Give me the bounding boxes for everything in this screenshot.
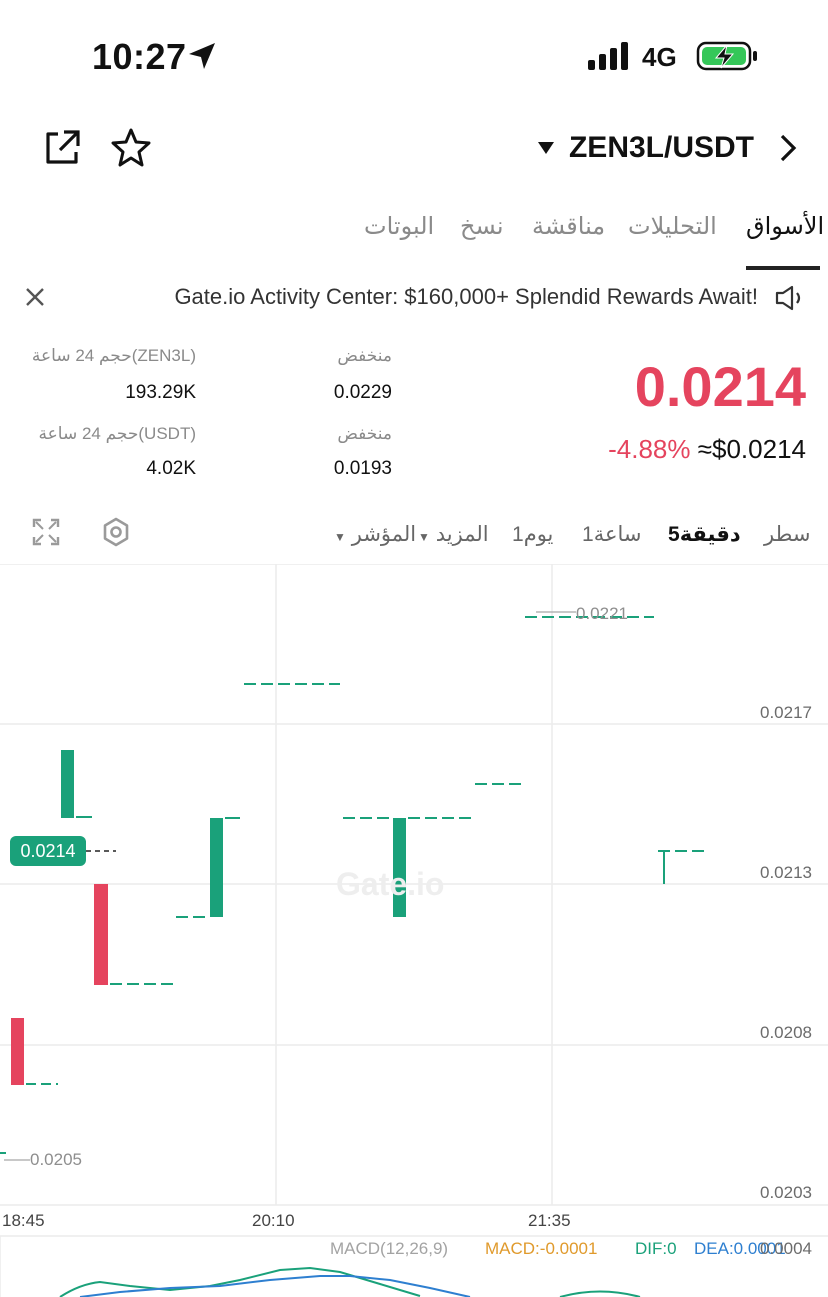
chart-toolbar: ▼ المؤشر ▼ المزيد 1يوم 1ساعة 5دقيقة سطر xyxy=(0,512,828,556)
x-tick-label: 20:10 xyxy=(252,1211,295,1230)
volume-label-base: حجم 24 ساعة(ZEN3L) xyxy=(31,346,196,365)
x-tick-label: 18:45 xyxy=(2,1211,45,1230)
signal-icon xyxy=(588,42,628,70)
caret-down-icon: ▼ xyxy=(418,530,430,544)
dea-value: DEA:0.0001 xyxy=(694,1239,786,1258)
macd-title: MACD(12,26,9) xyxy=(330,1239,449,1258)
nav-bar: ZEN3L/USDT xyxy=(0,118,828,178)
tab-bots[interactable]: البوتات xyxy=(364,213,435,240)
pair-selector[interactable]: ZEN3L/USDT xyxy=(537,128,798,168)
y-tick-label: 0.0213 xyxy=(760,863,812,882)
speaker-icon xyxy=(775,285,801,311)
current-price-tag[interactable]: 0.0214 xyxy=(10,836,86,866)
location-arrow-icon xyxy=(189,43,215,69)
star-icon[interactable] xyxy=(110,126,152,168)
y-tick-label: 0.0217 xyxy=(760,703,812,722)
gate-watermark: Gate.io xyxy=(336,866,445,902)
price-chart[interactable]: Gate.io 0.0214 0.0221 0.0205 0.0217 0.02… xyxy=(0,564,828,1297)
dif-line xyxy=(59,1266,421,1297)
interval-1d[interactable]: 1يوم xyxy=(512,523,554,546)
pair-title: ZEN3L/USDT xyxy=(568,131,754,164)
volume-label-quote: حجم 24 ساعة(USDT) xyxy=(38,424,196,443)
dif-line-2 xyxy=(559,1290,641,1297)
main-tabs: البوتات نسخ مناقشة التحليلات الأسواق xyxy=(0,206,828,272)
macd-axis-label: 0.0004 xyxy=(760,1239,812,1258)
volume-value-base: 193.29K xyxy=(125,382,196,403)
active-tab-indicator xyxy=(746,266,820,270)
x-tick-label: 21:35 xyxy=(528,1211,571,1230)
caret-down-icon: ▼ xyxy=(334,530,346,544)
tab-analysis[interactable]: التحليلات xyxy=(628,213,717,240)
caret-down-icon xyxy=(537,142,554,154)
announcement-banner[interactable]: Gate.io Activity Center: $160,000+ Splen… xyxy=(0,276,828,320)
close-icon[interactable] xyxy=(24,286,46,308)
low-value: 0.0229 xyxy=(333,382,392,403)
y-tick-label: 0.0208 xyxy=(760,1023,812,1042)
candle xyxy=(11,1018,24,1085)
battery-charging-icon xyxy=(696,41,757,71)
line-chart-toggle[interactable]: سطر xyxy=(764,523,811,546)
candle xyxy=(94,884,108,985)
macd-legend: MACD(12,26,9) MACD:-0.0001 DIF:0 DEA:0.0… xyxy=(0,1236,828,1262)
candle xyxy=(210,818,223,917)
dea-line xyxy=(79,1275,471,1297)
candle xyxy=(393,818,406,917)
fullscreen-icon[interactable] xyxy=(32,518,60,546)
candle xyxy=(61,750,74,818)
network-type: 4G xyxy=(642,42,677,72)
tab-markets[interactable]: الأسواق xyxy=(746,213,825,240)
dif-value: DIF:0 xyxy=(635,1239,677,1258)
interval-5m[interactable]: 5دقيقة xyxy=(668,523,741,546)
low-value-2: 0.0193 xyxy=(333,458,392,479)
chart-canvas xyxy=(0,564,828,1297)
low-marker-label: 0.0205 xyxy=(30,1150,82,1169)
more-dropdown[interactable]: ▼ المزيد xyxy=(418,523,489,546)
volume-value-quote: 4.02K xyxy=(146,458,196,479)
chevron-right-icon[interactable] xyxy=(778,133,798,163)
interval-1h[interactable]: 1ساعة xyxy=(582,523,642,546)
high-marker-label: 0.0221 xyxy=(576,604,628,623)
last-price: 0.0214 xyxy=(634,355,806,418)
settings-icon[interactable] xyxy=(100,516,132,548)
banner-text[interactable]: Gate.io Activity Center: $160,000+ Splen… xyxy=(174,284,758,309)
status-time: 10:27 xyxy=(92,36,187,77)
low-label: منخفض xyxy=(337,346,392,365)
status-bar: 10:27 4G xyxy=(0,0,828,110)
low-label-2: منخفض xyxy=(337,424,392,443)
indicator-dropdown[interactable]: ▼ المؤشر xyxy=(334,523,417,546)
tab-discussion[interactable]: مناقشة xyxy=(532,213,606,240)
price-change: -4.88% xyxy=(608,434,691,464)
price-usd: ≈$0.0214 xyxy=(697,434,806,464)
y-tick-label: 0.0203 xyxy=(760,1183,812,1202)
tab-copy[interactable]: نسخ xyxy=(460,213,504,240)
share-icon[interactable] xyxy=(42,128,82,168)
price-subline: -4.88% ≈$0.0214 xyxy=(608,434,806,465)
market-stats: منخفض 0.0229 حجم 24 ساعة(ZEN3L) 193.29K … xyxy=(0,340,828,490)
macd-value: MACD:-0.0001 xyxy=(485,1239,598,1258)
